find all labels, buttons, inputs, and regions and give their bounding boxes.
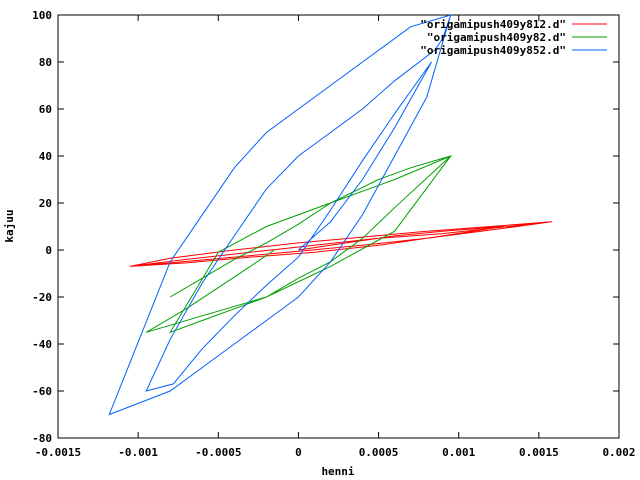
y-tick-label: 100 (32, 9, 52, 22)
y-tick-label: 80 (39, 56, 52, 69)
y-tick-label: -80 (32, 432, 52, 445)
y-tick-label: -40 (32, 338, 52, 351)
y-axis-title: kajuu (3, 209, 16, 242)
series-line-3 (108, 14, 452, 416)
plot-frame (57, 14, 620, 439)
x-tick-label: 0.002 (602, 446, 635, 459)
legend-label-1: "origamipush409y812.d" (420, 18, 566, 31)
x-tick-label: 0.0015 (519, 446, 559, 459)
x-tick-label: -0.0015 (35, 446, 81, 459)
legend-label-3: "origamipush409y852.d" (420, 44, 566, 57)
legend-label-2: "origamipush409y82.d" (427, 31, 566, 44)
y-tick-label: -20 (32, 291, 52, 304)
x-tick-label: -0.0005 (195, 446, 241, 459)
y-tick-label: 20 (39, 197, 52, 210)
series-group (108, 14, 552, 416)
series-line-1 (129, 221, 552, 267)
y-tick-label: 60 (39, 103, 52, 116)
y-tick-label: 40 (39, 150, 52, 163)
y-tick-label: 0 (45, 244, 52, 257)
x-tick-label: 0 (295, 446, 302, 459)
x-axis-title: henni (321, 465, 354, 478)
legend: "origamipush409y812.d""origamipush409y82… (420, 18, 607, 57)
x-tick-label: -0.001 (118, 446, 158, 459)
x-tick-label: 0.0005 (359, 446, 399, 459)
series-line-2 (145, 154, 453, 334)
y-tick-label: -60 (32, 385, 52, 398)
x-tick-label: 0.001 (442, 446, 475, 459)
axis-ticks (57, 14, 620, 439)
axis-tick-labels: -0.0015 -0.001 -0.0005 0 0.0005 0.001 0.0015 0.… (32, 9, 635, 459)
